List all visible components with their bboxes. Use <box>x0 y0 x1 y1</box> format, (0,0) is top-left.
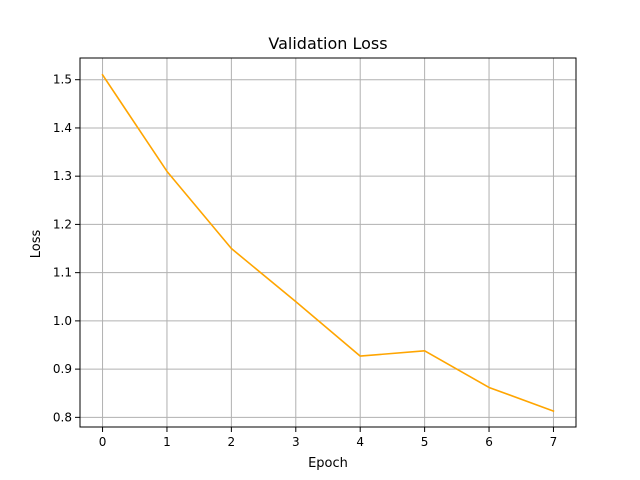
y-tick-label: 1.1 <box>53 266 72 280</box>
x-tick-label: 0 <box>99 435 107 449</box>
y-tick-label: 1.2 <box>53 217 72 231</box>
y-tick-label: 1.5 <box>53 73 72 87</box>
ticks: 0 1 2 3 4 5 6 7 0.8 0.9 1.0 1.1 1.2 1.3 1.4 1.5 <box>53 73 557 449</box>
y-tick-label: 1.3 <box>53 169 72 183</box>
x-tick-label: 2 <box>228 435 236 449</box>
series-layer <box>101 73 555 413</box>
y-tick-label: 1.0 <box>53 314 72 328</box>
grid <box>80 58 576 427</box>
x-tick-label: 1 <box>163 435 171 449</box>
x-tick-label: 5 <box>421 435 429 449</box>
plot-frame <box>79 57 577 428</box>
chart-title: Validation Loss <box>268 34 387 53</box>
x-axis-label: Epoch <box>308 456 348 471</box>
series-line <box>101 73 555 413</box>
y-tick-label: 0.8 <box>53 410 72 424</box>
y-tick-label: 1.4 <box>53 121 72 135</box>
x-tick-label: 7 <box>550 435 558 449</box>
x-tick-label: 3 <box>292 435 300 449</box>
y-axis-label: Loss <box>29 230 44 259</box>
y-tick-label: 0.9 <box>53 362 72 376</box>
x-tick-label: 4 <box>356 435 364 449</box>
x-tick-label: 6 <box>485 435 493 449</box>
